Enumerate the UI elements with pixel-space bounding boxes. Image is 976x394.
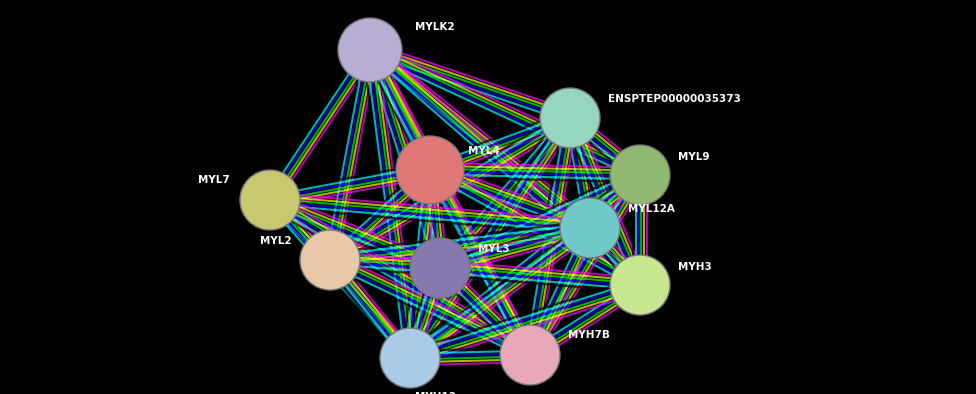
Circle shape bbox=[300, 230, 360, 290]
Text: ENSPTEP00000035373: ENSPTEP00000035373 bbox=[608, 94, 741, 104]
Text: MYH3: MYH3 bbox=[678, 262, 712, 272]
Circle shape bbox=[396, 136, 464, 204]
Circle shape bbox=[338, 18, 402, 82]
Circle shape bbox=[380, 328, 440, 388]
Text: MYL9: MYL9 bbox=[678, 152, 710, 162]
Circle shape bbox=[240, 170, 300, 230]
Circle shape bbox=[500, 325, 560, 385]
Text: MYL12A: MYL12A bbox=[628, 204, 674, 214]
Text: MYLK2: MYLK2 bbox=[415, 22, 455, 32]
Text: MYH7B: MYH7B bbox=[568, 330, 610, 340]
Circle shape bbox=[610, 145, 670, 205]
Circle shape bbox=[610, 255, 670, 315]
Circle shape bbox=[410, 238, 470, 298]
Text: MYH13: MYH13 bbox=[415, 392, 456, 394]
Text: MYL3: MYL3 bbox=[478, 244, 509, 254]
Circle shape bbox=[540, 88, 600, 148]
Circle shape bbox=[560, 198, 620, 258]
Text: MYL2: MYL2 bbox=[261, 236, 292, 246]
Text: MYL4: MYL4 bbox=[468, 146, 500, 156]
Text: MYL7: MYL7 bbox=[198, 175, 230, 185]
